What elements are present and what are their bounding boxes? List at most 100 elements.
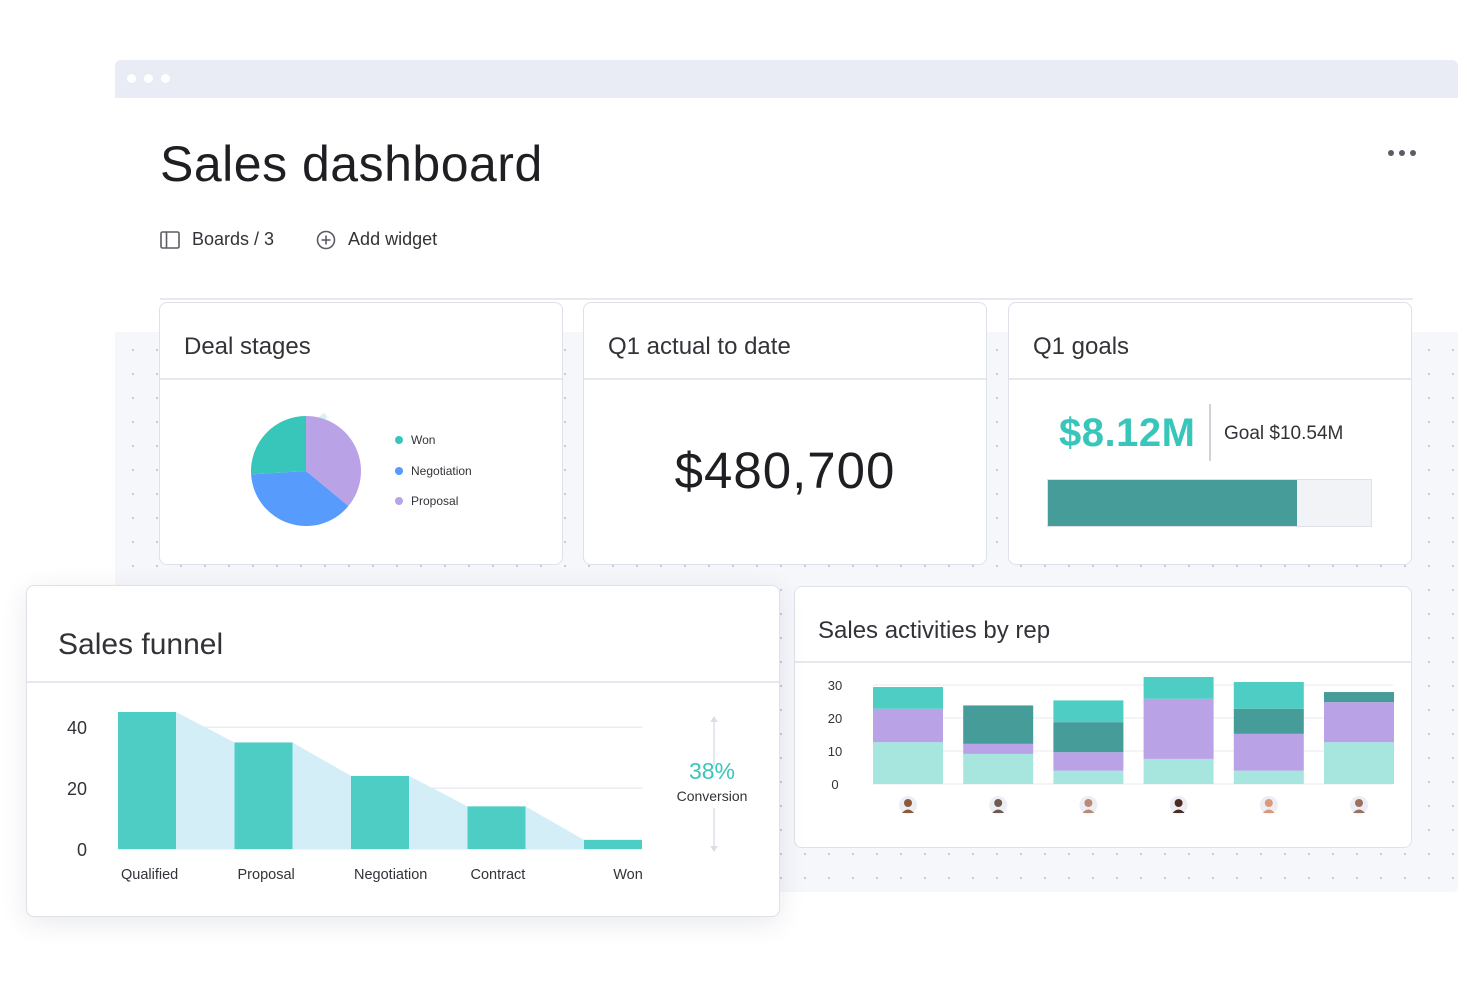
legend-item-won[interactable]: Won — [395, 425, 472, 456]
funnel-y-tick: 0 — [77, 840, 87, 860]
funnel-bar-proposal[interactable] — [234, 742, 293, 849]
reps-bar-segment[interactable] — [1143, 677, 1214, 699]
widget-divider — [1009, 378, 1411, 380]
pie-slice-proposal[interactable] — [306, 416, 361, 507]
conversion-label: Conversion — [676, 788, 748, 804]
sales-funnel-widget[interactable]: Sales funnel 0 20 40 Qualified Proposal Negot… — [26, 585, 780, 917]
reps-bar-segment[interactable] — [1324, 742, 1394, 784]
reps-bar-segment[interactable] — [873, 687, 943, 709]
funnel-bar-contract[interactable] — [467, 806, 526, 849]
add-widget-button[interactable]: Add widget — [316, 229, 437, 250]
reps-bar-segment[interactable] — [1324, 702, 1394, 743]
reps-bar-segment[interactable] — [963, 743, 1034, 754]
reps-bar-segment[interactable] — [1233, 708, 1304, 734]
sales-activities-stacked-bar-chart: 0 10 20 30 — [828, 677, 1394, 814]
boards-label: Boards / 3 — [192, 229, 275, 249]
window-dot — [161, 74, 170, 83]
widget-title: Sales funnel — [58, 628, 224, 661]
legend-dot — [395, 436, 403, 445]
header-divider — [160, 298, 1413, 300]
add-circle-icon — [316, 230, 336, 249]
reps-bar-segment[interactable] — [1143, 698, 1214, 759]
reps-y-tick: 30 — [828, 678, 842, 693]
actual-value: $480,700 — [674, 442, 896, 499]
funnel-x-label: Qualified — [121, 867, 178, 883]
reps-bar-segment[interactable] — [1053, 770, 1124, 784]
reps-bar-segment[interactable] — [1233, 770, 1304, 784]
reps-bar-segment[interactable] — [1143, 758, 1214, 784]
funnel-y-tick: 20 — [67, 779, 87, 799]
avatar-body-icon — [1262, 809, 1275, 813]
q1-actual-widget[interactable]: Q1 actual to date $480,700 — [583, 302, 987, 565]
reps-bar-segment[interactable] — [1324, 692, 1394, 703]
widget-divider — [27, 681, 779, 683]
funnel-bar-won[interactable] — [584, 839, 642, 849]
widget-divider — [584, 378, 986, 380]
reps-bar-segment[interactable] — [873, 742, 943, 784]
reps-y-tick: 10 — [828, 744, 842, 759]
dashboard-header: Sales dashboard Boards / 3 Add widget — [115, 98, 1458, 332]
avatar-head-icon — [994, 799, 1003, 807]
sales-funnel-chart: 0 20 40 Qualified Proposal Negotiation Contrac… — [67, 712, 718, 883]
legend-item-negotiation[interactable]: Negotiation — [395, 456, 472, 487]
funnel-x-label: Proposal — [238, 867, 295, 883]
widget-divider — [160, 378, 562, 380]
conversion-percent: 38% — [688, 758, 736, 784]
reps-y-tick: 20 — [828, 711, 842, 726]
avatar-head-icon — [904, 799, 912, 807]
reps-bar-segment[interactable] — [1053, 752, 1124, 771]
window-dot — [144, 74, 153, 83]
page-title: Sales dashboard — [160, 136, 543, 192]
reps-bar-segment[interactable] — [873, 708, 943, 743]
boards-button[interactable]: Boards / 3 — [160, 229, 274, 250]
goal-divider — [1209, 404, 1211, 461]
avatar-body-icon — [1353, 809, 1365, 813]
widget-title: Q1 actual to date — [608, 333, 791, 360]
legend-label: Proposal — [411, 494, 459, 509]
window-titlebar — [115, 60, 1458, 98]
funnel-connector — [409, 775, 468, 849]
dashboard-toolbar: Boards / 3 Add widget — [160, 229, 479, 250]
goal-target-label: Goal $10.54M — [1224, 423, 1344, 444]
legend-item-proposal[interactable]: Proposal — [395, 486, 472, 517]
widget-title: Sales activities by rep — [818, 617, 1051, 644]
avatar-body-icon — [902, 809, 914, 813]
legend-dot — [395, 466, 403, 475]
funnel-connector — [292, 742, 351, 849]
arrow-head-up-icon — [710, 716, 718, 722]
pie-slice-won[interactable] — [251, 416, 306, 475]
deal-stages-widget[interactable]: Deal stages Won Negotiation Proposal — [159, 302, 563, 565]
reps-bar-segment[interactable] — [963, 753, 1034, 784]
avatar-head-icon — [1084, 799, 1093, 807]
sales-activities-widget[interactable]: Sales activities by rep 0 10 20 30 — [794, 586, 1412, 848]
funnel-bar-negotiation[interactable] — [351, 775, 409, 849]
widget-divider — [795, 661, 1411, 663]
funnel-x-label: Negotiation — [354, 867, 427, 883]
reps-bar-segment[interactable] — [1233, 682, 1304, 709]
goal-current-value: $8.12M — [1059, 411, 1196, 455]
more-options-icon[interactable] — [1388, 150, 1416, 156]
funnel-bar-qualified[interactable] — [118, 712, 176, 849]
goal-progress-fill — [1048, 480, 1297, 526]
reps-bar-segment[interactable] — [1053, 700, 1124, 723]
avatar-body-icon — [1172, 809, 1185, 813]
pie-slice-negotiation[interactable] — [251, 471, 349, 526]
board-layout-icon — [160, 230, 180, 249]
avatar-body-icon — [1082, 809, 1095, 813]
widget-title: Deal stages — [184, 333, 311, 360]
avatar-head-icon — [1264, 799, 1273, 807]
arrow-head-down-icon — [710, 846, 718, 852]
window-dot — [127, 74, 136, 83]
funnel-x-label: Contract — [471, 867, 526, 883]
legend-label: Won — [411, 433, 436, 448]
avatar-body-icon — [992, 809, 1005, 813]
q1-goals-widget[interactable]: Q1 goals $8.12M Goal $10.54M — [1008, 302, 1412, 565]
reps-bar-segment[interactable] — [1053, 722, 1124, 753]
deal-stages-legend: Won Negotiation Proposal — [395, 425, 472, 517]
reps-bar-segment[interactable] — [963, 705, 1034, 744]
legend-label: Negotiation — [411, 463, 472, 478]
reps-bar-segment[interactable] — [1233, 733, 1304, 771]
funnel-y-tick: 40 — [67, 718, 87, 738]
goal-progress-bar — [1047, 479, 1372, 527]
funnel-connector — [176, 712, 235, 849]
